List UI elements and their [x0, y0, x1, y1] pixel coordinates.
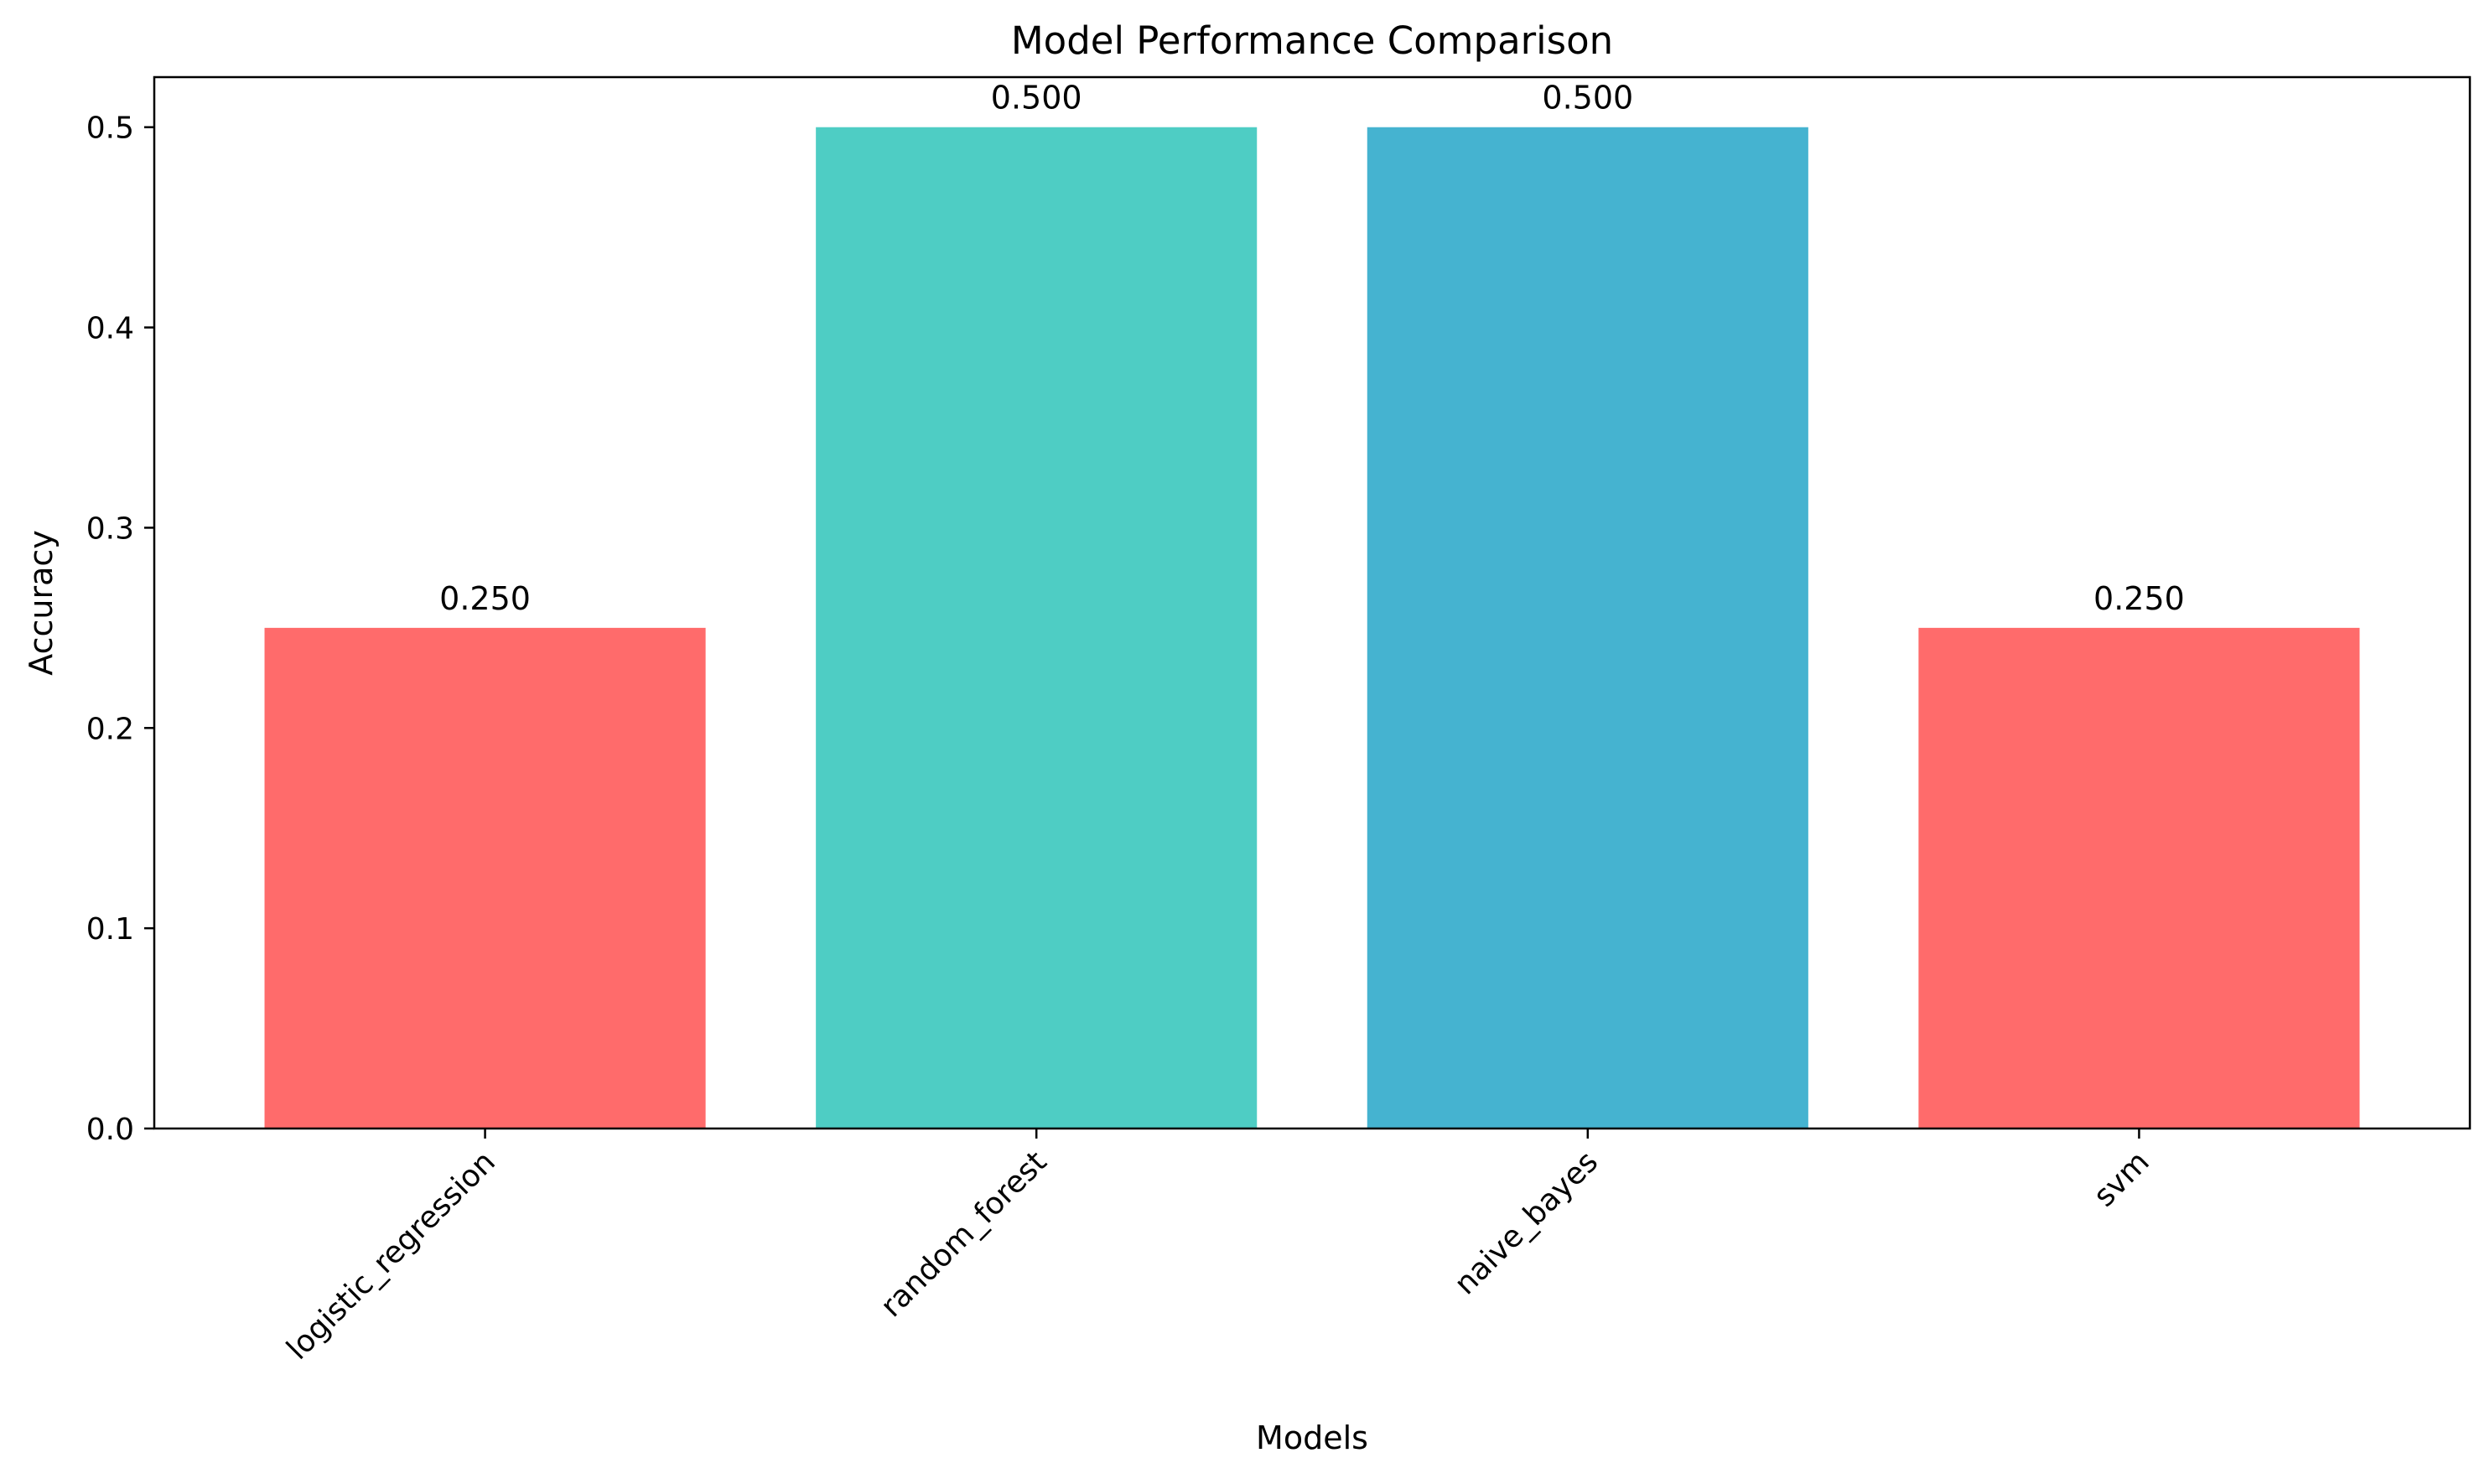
plot-frame — [153, 75, 2472, 1130]
bar-naive-bayes — [1367, 127, 1808, 1129]
x-tick-label: naive_bayes — [1448, 1144, 1605, 1301]
bar-value-label: 0.250 — [2093, 580, 2185, 617]
bar-random-forest — [816, 127, 1258, 1129]
bar-svm — [1918, 627, 2360, 1129]
y-axis: 0.0 0.1 0.2 0.3 0.4 0.5 — [86, 112, 154, 1147]
y-tick-label: 0.4 — [86, 312, 134, 346]
bars-layer — [264, 127, 2360, 1129]
x-tick-label: svm — [2088, 1144, 2156, 1213]
y-tick-label: 0.0 — [86, 1113, 134, 1147]
bar-value-label: 0.500 — [991, 80, 1082, 117]
chart-title: Model Performance Comparison — [1011, 18, 1613, 63]
x-tick-label: random_forest — [874, 1144, 1054, 1324]
x-tick-label: logistic_regression — [280, 1144, 502, 1367]
y-tick-label: 0.3 — [86, 511, 134, 546]
y-tick-label: 0.2 — [86, 712, 134, 746]
y-tick-label: 0.5 — [86, 112, 134, 146]
y-tick-label: 0.1 — [86, 912, 134, 947]
bar-logistic-regression — [264, 627, 706, 1129]
bar-value-label: 0.500 — [1542, 80, 1633, 117]
x-axis-label: Models — [1256, 1419, 1368, 1456]
y-axis-label: Accuracy — [23, 530, 60, 676]
bar-value-label: 0.250 — [439, 580, 531, 617]
x-axis: logistic_regression random_forest naive_ba… — [280, 1129, 2156, 1367]
bar-value-labels: 0.250 0.500 0.500 0.250 — [439, 80, 2185, 617]
